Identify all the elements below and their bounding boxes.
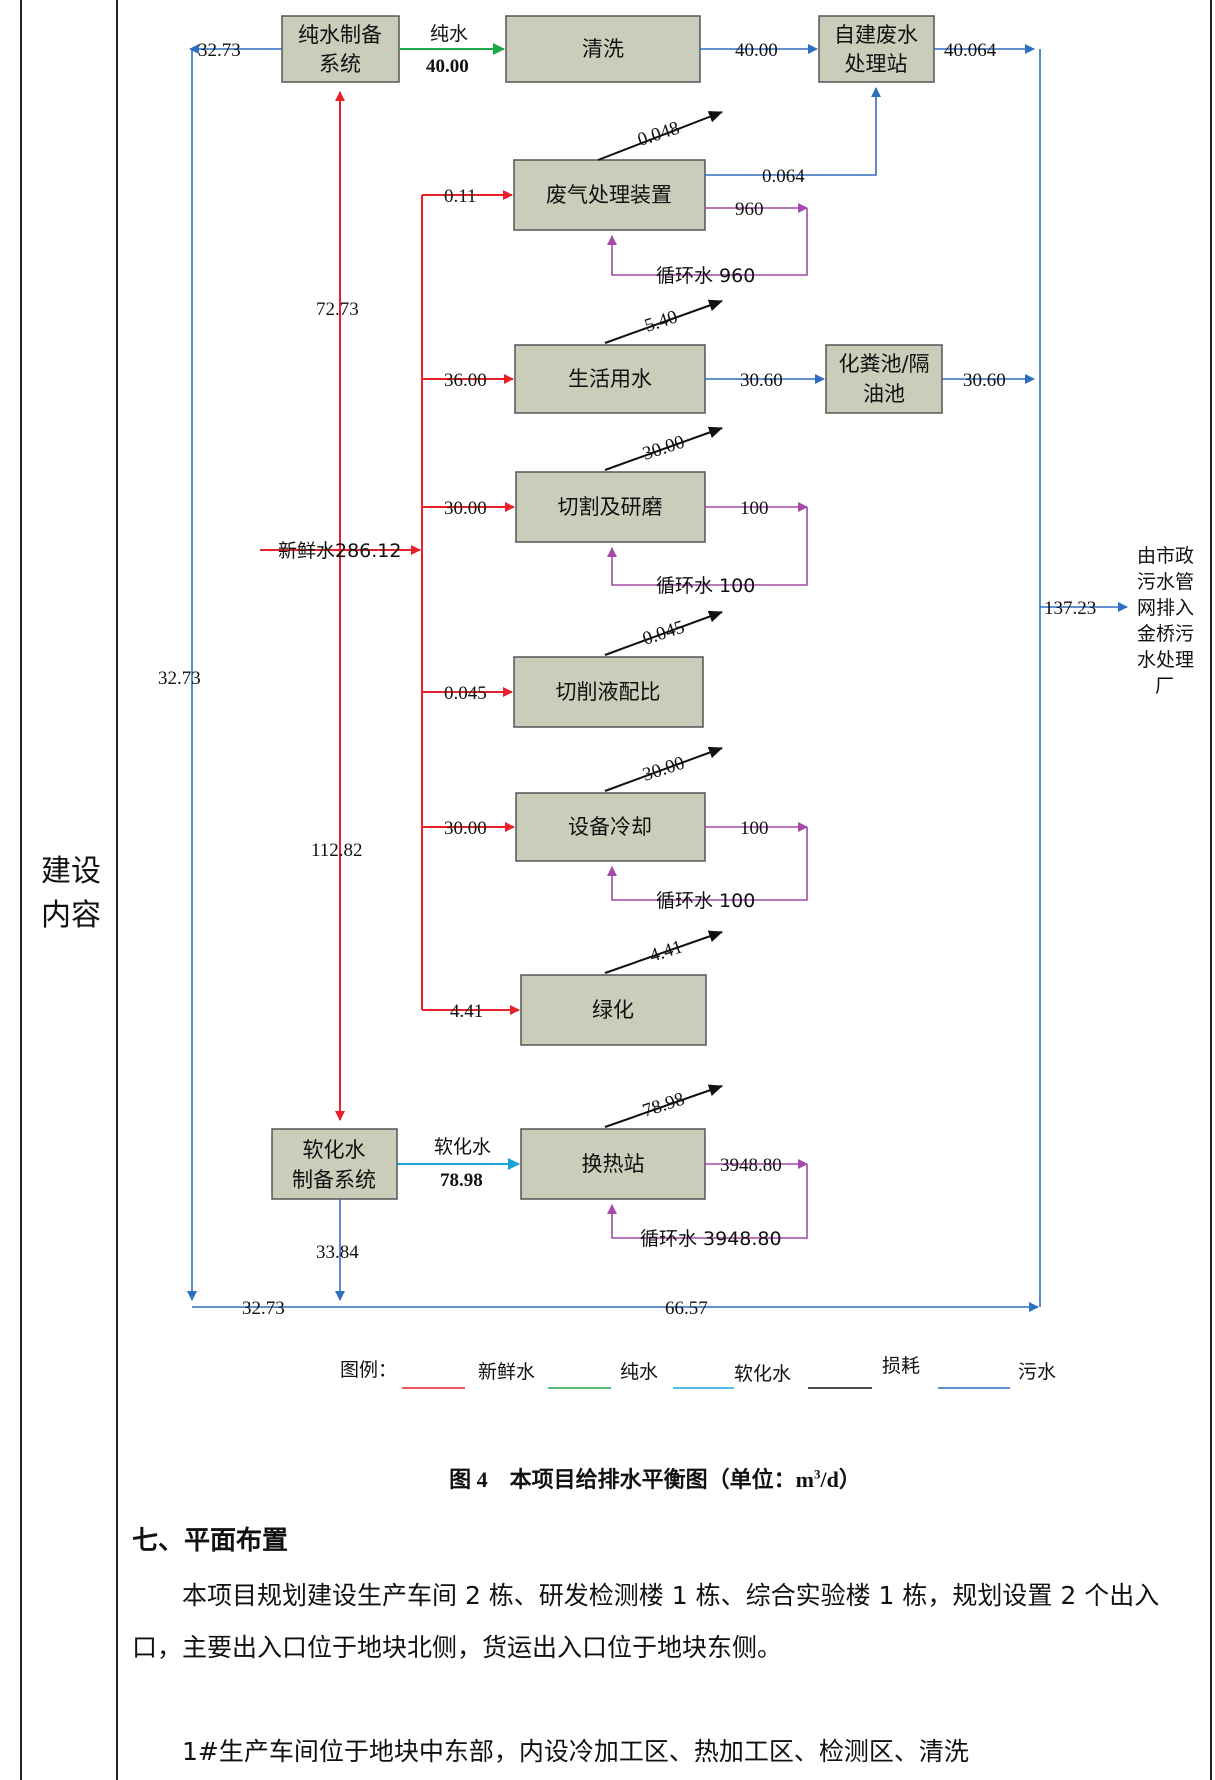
label-soft-value: 78.98 [440, 1170, 483, 1191]
label-exhaust-recycle: 循环水 960 [656, 265, 755, 287]
legend-label-loss: 损耗 [882, 1355, 920, 1377]
box-heat-exchange-text: 换热站 [582, 1152, 645, 1176]
box-softened-system-line1: 软化水 [303, 1138, 366, 1162]
label-bottom-total: 66.57 [665, 1298, 708, 1319]
label-fresh-water: 新鲜水286.12 [278, 540, 401, 562]
label-cutting-loop: 100 [740, 498, 769, 519]
label-cooling-loss: 30.00 [640, 753, 687, 786]
column-divider [116, 0, 118, 1780]
box-cleaning: 清洗 [505, 15, 701, 83]
legend-label-waste: 污水 [1018, 1361, 1056, 1383]
label-cleaning-out: 40.00 [735, 40, 778, 61]
label-heat-recycle: 循环水 3948.80 [640, 1228, 782, 1250]
label-fresh-to-pure: 72.73 [316, 299, 359, 320]
box-heat-exchange: 换热站 [520, 1128, 706, 1200]
figure-caption: 图 4 本项目给排水平衡图（单位：m3/d） [118, 1462, 1192, 1494]
box-cutting-fluid-text: 切削液配比 [556, 680, 661, 704]
box-greening-text: 绿化 [592, 998, 634, 1022]
label-heat-loss: 78.98 [640, 1089, 687, 1122]
table-frame [20, 0, 1212, 1780]
label-bottom-left: 32.73 [242, 1298, 285, 1319]
exhaust-to-station-line [705, 87, 881, 176]
label-exhaust-to-station: 0.064 [762, 166, 805, 187]
caption-unit-base: m [795, 1467, 814, 1492]
label-station-out: 40.064 [944, 40, 997, 61]
box-wastewater-station-line1: 自建废水 [834, 23, 918, 47]
label-pure-water-word: 纯水 [430, 23, 468, 45]
box-wastewater-station-line2: 处理站 [845, 52, 908, 76]
box-equipment-cooling-text: 设备冷却 [568, 815, 652, 839]
label-green-loss: 4.41 [647, 937, 685, 967]
fresh-water-lines [260, 91, 520, 1121]
label-green-in: 4.41 [450, 1001, 483, 1022]
legend-label-fresh: 新鲜水 [478, 1361, 535, 1383]
box-softened-system: 软化水 制备系统 [271, 1128, 398, 1200]
caption-unit-sup: 3 [813, 1466, 821, 1482]
wastewater-lines [187, 44, 1128, 1312]
paragraph: 本项目规划建设生产车间 2 栋、研发检测楼 1 栋、综合实验楼 1 栋，规划设置… [132, 1581, 1160, 1662]
legend: 图例： 新鲜水 纯水 软化水 损耗 污水 [340, 1355, 1056, 1389]
box-exhaust-treatment-text: 废气处理装置 [546, 183, 672, 207]
label-soft-word: 软化水 [434, 1136, 491, 1158]
box-greening: 绿化 [520, 974, 707, 1046]
discharge-note-line4: 金桥污 [1137, 623, 1194, 645]
label-fluid-loss: 0.045 [640, 617, 687, 650]
side-label: 建设 内容 [41, 854, 101, 933]
water-balance-diagram: 纯水制备 系统 清洗 自建废水 处理站 废气处理装置 生活用水 化粪池/隔 油池… [158, 15, 1194, 1389]
box-pure-water-system: 纯水制备 系统 [281, 15, 400, 83]
legend-title: 图例： [340, 1359, 397, 1381]
label-domestic-loss: 5.40 [642, 307, 680, 337]
discharge-note-line3: 网排入 [1137, 597, 1194, 619]
loss-arrows [597, 111, 723, 1128]
box-cutting-grinding: 切割及研磨 [515, 471, 706, 543]
legend-label-soft: 软化水 [734, 1363, 791, 1385]
box-pure-water-system-line1: 纯水制备 [298, 23, 382, 47]
label-cooling-recycle: 循环水 100 [656, 890, 755, 912]
box-cutting-grinding-text: 切割及研磨 [558, 495, 663, 519]
box-septic-tank-line1: 化粪池/隔 [838, 352, 929, 376]
label-exhaust-loss: 0.048 [635, 118, 682, 151]
box-equipment-cooling: 设备冷却 [515, 792, 706, 862]
box-septic-tank-line2: 油池 [863, 382, 905, 406]
box-cleaning-text: 清洗 [582, 37, 624, 61]
recycle-loops [607, 203, 808, 1239]
label-domestic-in: 36.00 [444, 370, 487, 391]
label-municipal-total: 137.23 [1044, 598, 1096, 619]
label-cutting-recycle: 循环水 100 [656, 575, 755, 597]
box-exhaust-treatment: 废气处理装置 [513, 159, 706, 231]
label-fresh-to-soft: 112.82 [311, 840, 363, 861]
discharge-note: 由市政 污水管 网排入 金桥污 水处理 厂 [1137, 545, 1194, 697]
box-domestic-water-text: 生活用水 [568, 367, 652, 391]
caption-unit-tail: /d） [820, 1467, 861, 1492]
label-soft-discharge: 33.84 [316, 1242, 359, 1263]
label-exhaust-in: 0.11 [444, 186, 477, 207]
label-cooling-in: 30.00 [444, 818, 487, 839]
label-cooling-loop: 100 [740, 818, 769, 839]
caption-prefix: 图 4 本项目给排水平衡图（单位： [449, 1467, 796, 1492]
box-septic-tank: 化粪池/隔 油池 [825, 344, 943, 414]
discharge-note-line1: 由市政 [1137, 545, 1194, 567]
box-cutting-fluid: 切削液配比 [513, 656, 704, 728]
legend-label-pure: 纯水 [620, 1361, 658, 1383]
box-pure-water-system-line2: 系统 [319, 52, 361, 76]
label-left-trunk: 32.73 [158, 668, 201, 689]
section-title: 七、平面布置 [132, 1526, 289, 1556]
box-softened-system-line2: 制备系统 [292, 1168, 376, 1192]
label-exhaust-loop: 960 [735, 199, 764, 220]
label-septic-out: 30.60 [963, 370, 1006, 391]
discharge-note-line2: 污水管 [1137, 571, 1194, 593]
label-fluid-in: 0.045 [444, 683, 487, 704]
discharge-note-line5: 水处理 [1137, 649, 1194, 671]
box-domestic-water: 生活用水 [514, 344, 706, 414]
label-top-left-return: 32.73 [198, 40, 241, 61]
paragraph: 1#生产车间位于地块中东部，内设冷加工区、热加工区、检测区、清洗 [182, 1737, 969, 1766]
label-cutting-in: 30.00 [444, 498, 487, 519]
label-pure-water-value: 40.00 [426, 56, 469, 77]
label-cutting-loss: 30.00 [640, 432, 687, 465]
label-heat-loop: 3948.80 [720, 1155, 782, 1176]
discharge-note-line6: 厂 [1155, 675, 1174, 697]
box-wastewater-station: 自建废水 处理站 [818, 15, 935, 83]
label-domestic-out: 30.60 [740, 370, 783, 391]
